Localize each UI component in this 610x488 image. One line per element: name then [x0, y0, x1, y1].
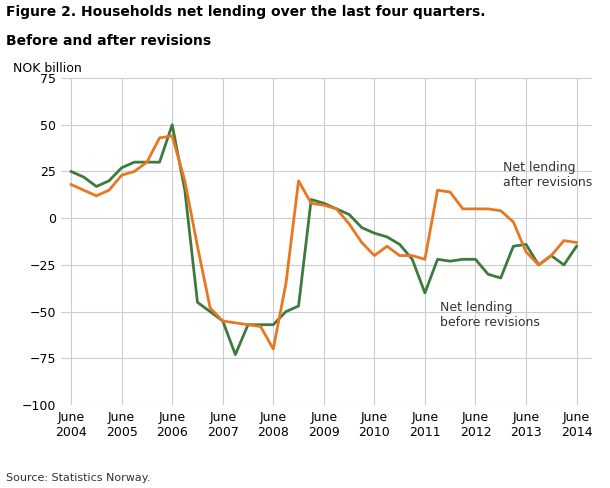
Text: NOK billion: NOK billion [13, 62, 82, 75]
Text: Net lending
before revisions: Net lending before revisions [440, 302, 540, 329]
Text: Figure 2. Households net lending over the last four quarters.: Figure 2. Households net lending over th… [6, 5, 486, 19]
Text: Source: Statistics Norway.: Source: Statistics Norway. [6, 473, 151, 483]
Text: Before and after revisions: Before and after revisions [6, 34, 211, 48]
Text: Net lending
after revisions: Net lending after revisions [503, 161, 592, 189]
